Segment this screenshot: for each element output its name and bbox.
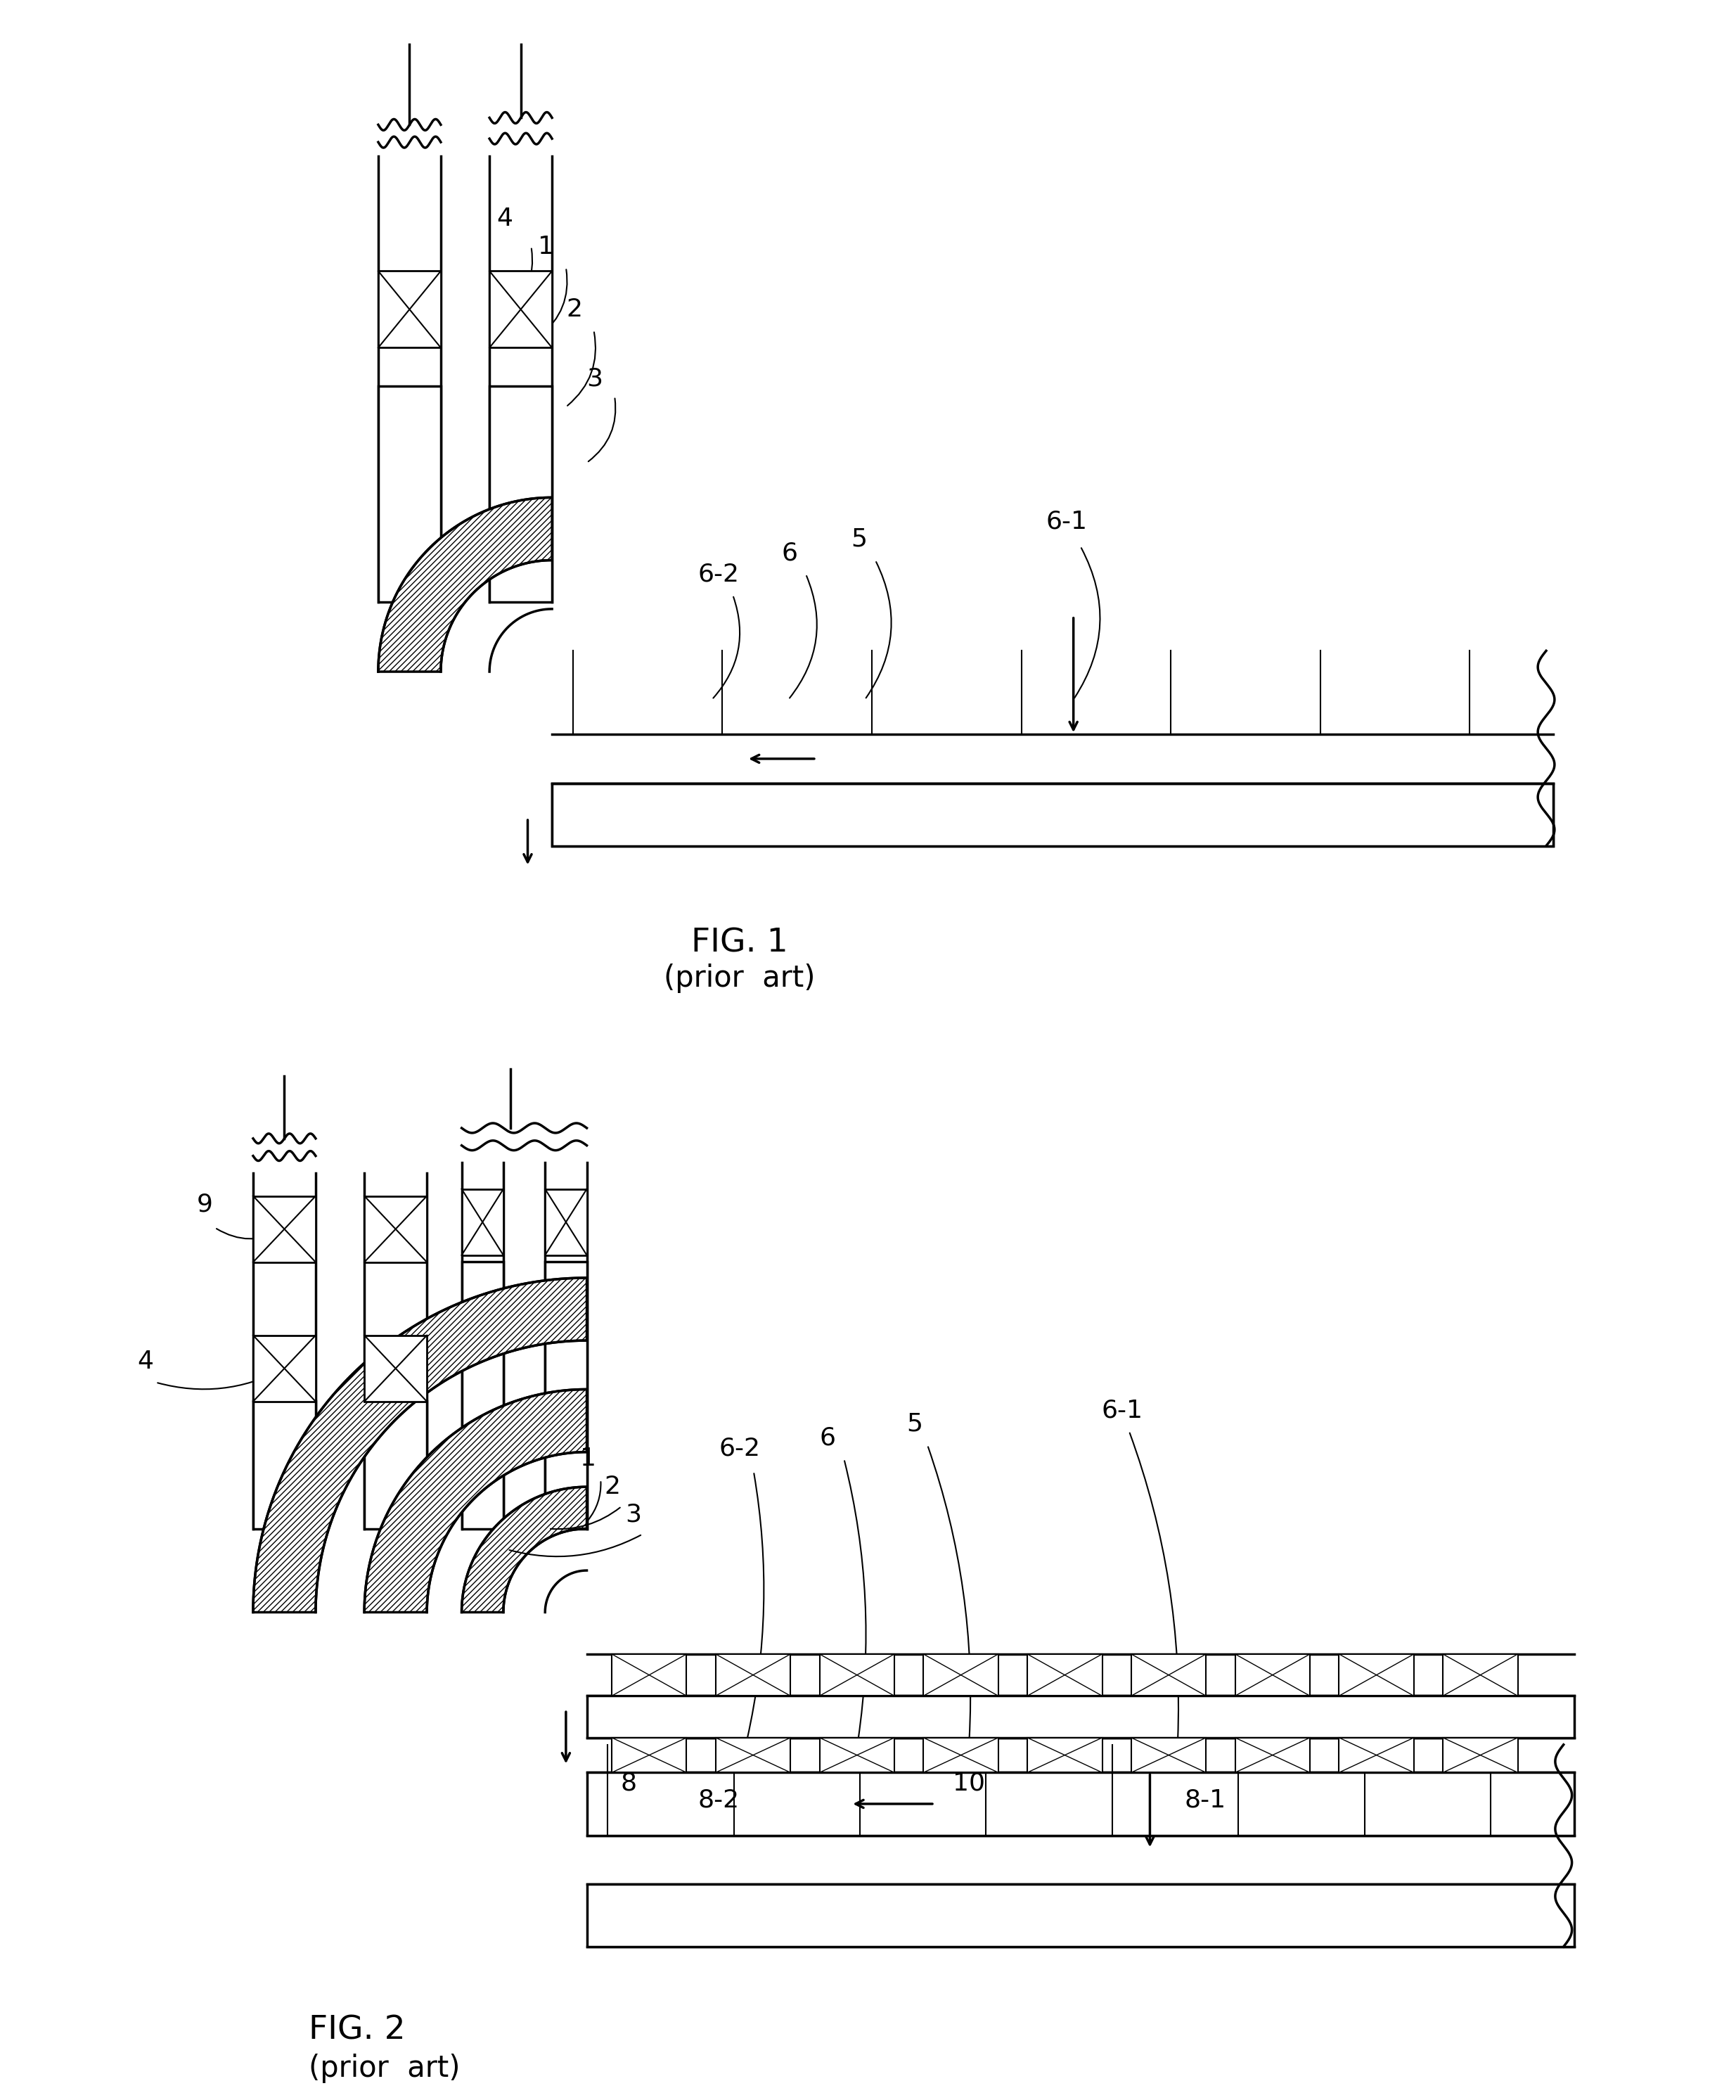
Bar <box>1338 1737 1413 1772</box>
Text: 1: 1 <box>538 235 554 258</box>
Text: 4: 4 <box>137 1350 153 1373</box>
Bar <box>545 1189 587 1256</box>
Bar <box>1338 1655 1413 1697</box>
Text: 8-2: 8-2 <box>698 1789 740 1812</box>
Bar <box>715 1655 790 1697</box>
Bar <box>490 271 552 349</box>
Bar <box>365 1401 427 1529</box>
Bar <box>253 1401 316 1529</box>
Text: 2: 2 <box>566 298 582 321</box>
Text: FIG. 2: FIG. 2 <box>309 2014 406 2045</box>
Bar <box>552 783 1554 846</box>
Text: 6: 6 <box>819 1426 835 1449</box>
Bar <box>924 1737 998 1772</box>
Text: 9: 9 <box>196 1193 212 1216</box>
Bar <box>587 1697 1575 1737</box>
Bar <box>1132 1737 1207 1772</box>
Text: 4: 4 <box>496 206 512 231</box>
Bar <box>552 783 1554 846</box>
Bar <box>1132 1655 1207 1697</box>
Text: 6: 6 <box>781 542 797 565</box>
Bar <box>545 1262 587 1529</box>
Text: FIG. 1: FIG. 1 <box>691 928 788 960</box>
Polygon shape <box>253 1277 587 1613</box>
Text: 1: 1 <box>580 1447 595 1470</box>
Bar <box>253 1401 316 1529</box>
Bar <box>819 1655 894 1697</box>
Text: (prior  art): (prior art) <box>663 964 816 993</box>
Polygon shape <box>462 1487 587 1613</box>
Text: 2: 2 <box>604 1474 620 1499</box>
Text: 5: 5 <box>851 527 868 550</box>
Bar <box>365 1336 427 1401</box>
Bar <box>1443 1737 1517 1772</box>
Bar <box>490 386 552 603</box>
Bar <box>587 1697 1575 1737</box>
Bar <box>587 1884 1575 1947</box>
Bar <box>552 783 1554 846</box>
Text: 3: 3 <box>587 368 602 391</box>
Bar <box>545 1262 587 1529</box>
Bar <box>1234 1737 1311 1772</box>
Bar <box>253 1336 316 1401</box>
Bar <box>611 1737 686 1772</box>
Bar <box>462 1189 503 1256</box>
Bar <box>587 1772 1575 1835</box>
Text: 8: 8 <box>620 1770 637 1795</box>
Bar <box>378 386 441 603</box>
Bar <box>378 386 441 603</box>
Polygon shape <box>365 1390 587 1613</box>
Bar <box>253 1197 316 1262</box>
Bar <box>1234 1655 1311 1697</box>
Bar <box>490 386 552 603</box>
Text: 6-1: 6-1 <box>1045 510 1087 533</box>
Bar <box>462 1262 503 1529</box>
Bar <box>1028 1737 1102 1772</box>
Bar <box>462 1262 503 1529</box>
Bar <box>715 1737 790 1772</box>
Bar <box>552 783 1554 846</box>
Text: 6-2: 6-2 <box>698 563 740 586</box>
Bar <box>587 1884 1575 1947</box>
Text: 3: 3 <box>625 1504 641 1527</box>
Bar <box>365 1401 427 1529</box>
Bar <box>365 1197 427 1262</box>
Bar <box>587 1772 1575 1835</box>
Bar <box>924 1655 998 1697</box>
Text: (prior  art): (prior art) <box>309 2054 460 2083</box>
Bar <box>378 271 441 349</box>
Bar <box>611 1655 686 1697</box>
Text: 5: 5 <box>906 1411 924 1436</box>
Text: 6-2: 6-2 <box>719 1436 760 1460</box>
Text: 8-1: 8-1 <box>1184 1789 1226 1812</box>
Bar <box>819 1737 894 1772</box>
Text: 6-1: 6-1 <box>1101 1399 1142 1422</box>
Polygon shape <box>378 498 552 672</box>
Text: 10: 10 <box>953 1770 986 1795</box>
Bar <box>1028 1655 1102 1697</box>
Bar <box>1443 1655 1517 1697</box>
